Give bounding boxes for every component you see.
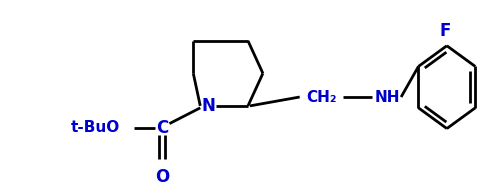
Text: O: O xyxy=(155,168,169,186)
Text: t-BuO: t-BuO xyxy=(71,120,120,135)
Text: CH₂: CH₂ xyxy=(306,90,337,105)
Text: N: N xyxy=(201,97,215,115)
Text: C: C xyxy=(156,119,168,136)
Text: F: F xyxy=(439,22,451,40)
Text: NH: NH xyxy=(375,90,400,105)
